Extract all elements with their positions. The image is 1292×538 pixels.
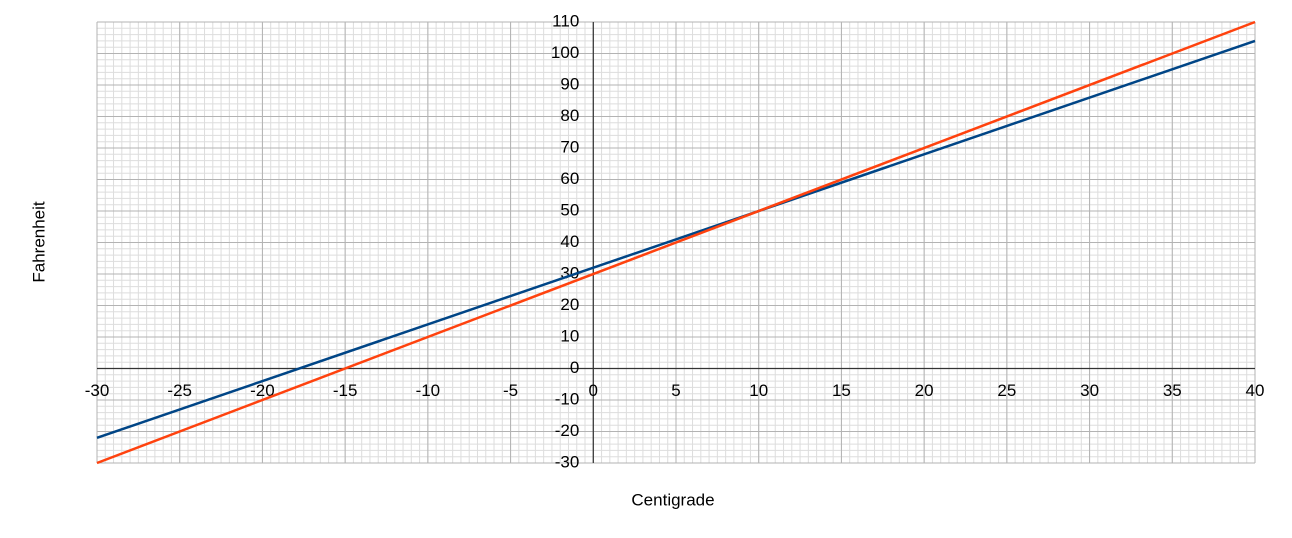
y-tick-label: 70 [560,137,579,156]
x-tick-label: -10 [416,381,441,400]
x-tick-label: 30 [1080,381,1099,400]
x-tick-label: 5 [671,381,680,400]
x-tick-label: 40 [1246,381,1265,400]
y-tick-label: 40 [560,232,579,251]
y-tick-label: 50 [560,200,579,219]
x-tick-label: -25 [167,381,192,400]
y-tick-label: 60 [560,169,579,188]
x-tick-label: -20 [250,381,275,400]
x-tick-label: -15 [333,381,358,400]
x-tick-label: 20 [915,381,934,400]
y-tick-label: 10 [560,326,579,345]
y-tick-label: 90 [560,74,579,93]
y-tick-label: -10 [555,389,580,408]
y-tick-label: 0 [570,358,579,377]
y-tick-label: 20 [560,295,579,314]
x-tick-label: 15 [832,381,851,400]
series-line [96,20,1256,465]
x-tick-label: 25 [997,381,1016,400]
x-tick-label: 35 [1163,381,1182,400]
x-tick-label: -30 [85,381,110,400]
y-axis-title: Fahrenheit [29,201,48,283]
y-tick-label: 100 [551,43,579,62]
y-tick-label: -20 [555,421,580,440]
x-tick-label: 10 [749,381,768,400]
y-tick-label: 80 [560,106,579,125]
y-tick-label: 110 [552,11,579,30]
y-tick-label: -30 [555,452,580,471]
x-axis-title: Centigrade [631,490,714,509]
x-tick-label: 0 [589,381,598,400]
x-tick-label: -5 [503,381,518,400]
series-line [96,39,1256,439]
